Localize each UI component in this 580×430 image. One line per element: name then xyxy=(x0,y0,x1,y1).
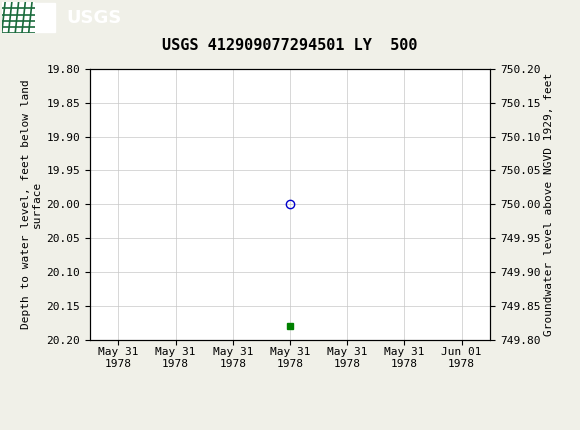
Bar xyxy=(3,3,55,32)
Y-axis label: Groundwater level above NGVD 1929, feet: Groundwater level above NGVD 1929, feet xyxy=(545,73,554,336)
Legend: Period of approved data: Period of approved data xyxy=(193,429,387,430)
Text: USGS: USGS xyxy=(67,9,122,27)
Y-axis label: Depth to water level, feet below land
surface: Depth to water level, feet below land su… xyxy=(21,80,42,329)
Text: USGS 412909077294501 LY  500: USGS 412909077294501 LY 500 xyxy=(162,38,418,52)
